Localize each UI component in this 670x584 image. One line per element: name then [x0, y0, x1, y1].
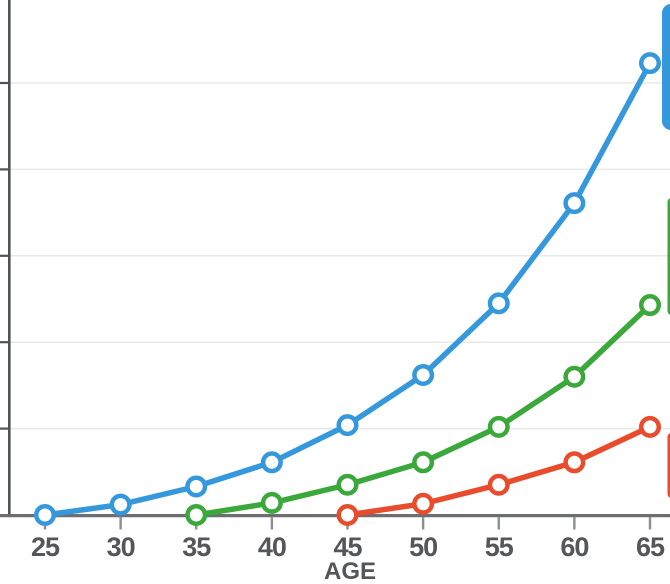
line-start-45-cropped-label: [667, 433, 670, 498]
x-tick-label: 25: [31, 532, 60, 562]
line-start-35-cropped-label: [667, 198, 670, 315]
line-start-25-marker: [487, 292, 510, 315]
x-axis-title: AGE: [324, 558, 376, 584]
line-start-35-marker: [563, 365, 586, 388]
line-start-35-marker: [336, 473, 359, 496]
line-start-45-marker: [412, 492, 435, 515]
line-start-25-line: [42, 60, 653, 518]
line-start-25-cropped-label: [662, 4, 670, 130]
line-start-35-line: [193, 302, 653, 518]
line-start-45-marker: [487, 473, 510, 496]
x-tick-label: 35: [182, 532, 211, 562]
x-tick-label: 55: [485, 532, 514, 562]
line-start-25-marker: [412, 364, 435, 387]
line-start-25-marker: [34, 504, 56, 526]
x-tick-label: 60: [560, 532, 588, 562]
line-start-35-marker: [185, 504, 208, 526]
x-tick-label: 40: [258, 532, 286, 562]
line-start-35-marker: [412, 451, 435, 474]
line-start-25-marker: [260, 451, 283, 474]
line-start-35-marker: [260, 491, 283, 514]
line-start-45-marker: [336, 504, 359, 526]
line-start-25-marker: [336, 414, 359, 437]
x-tick-label: 30: [107, 532, 135, 562]
x-tick-label: 50: [409, 532, 437, 562]
x-tick-label: 45: [333, 532, 362, 562]
line-start-45-marker: [639, 415, 661, 438]
line-start-25-marker: [639, 52, 661, 75]
line-start-25-marker: [563, 192, 586, 215]
x-tick-label: 65: [636, 532, 665, 562]
line-start-35-marker: [639, 294, 661, 317]
line-start-45-marker: [563, 451, 586, 474]
line-start-25-marker: [109, 493, 132, 516]
line-start-35-marker: [487, 415, 510, 438]
line-start-25-marker: [185, 475, 208, 498]
